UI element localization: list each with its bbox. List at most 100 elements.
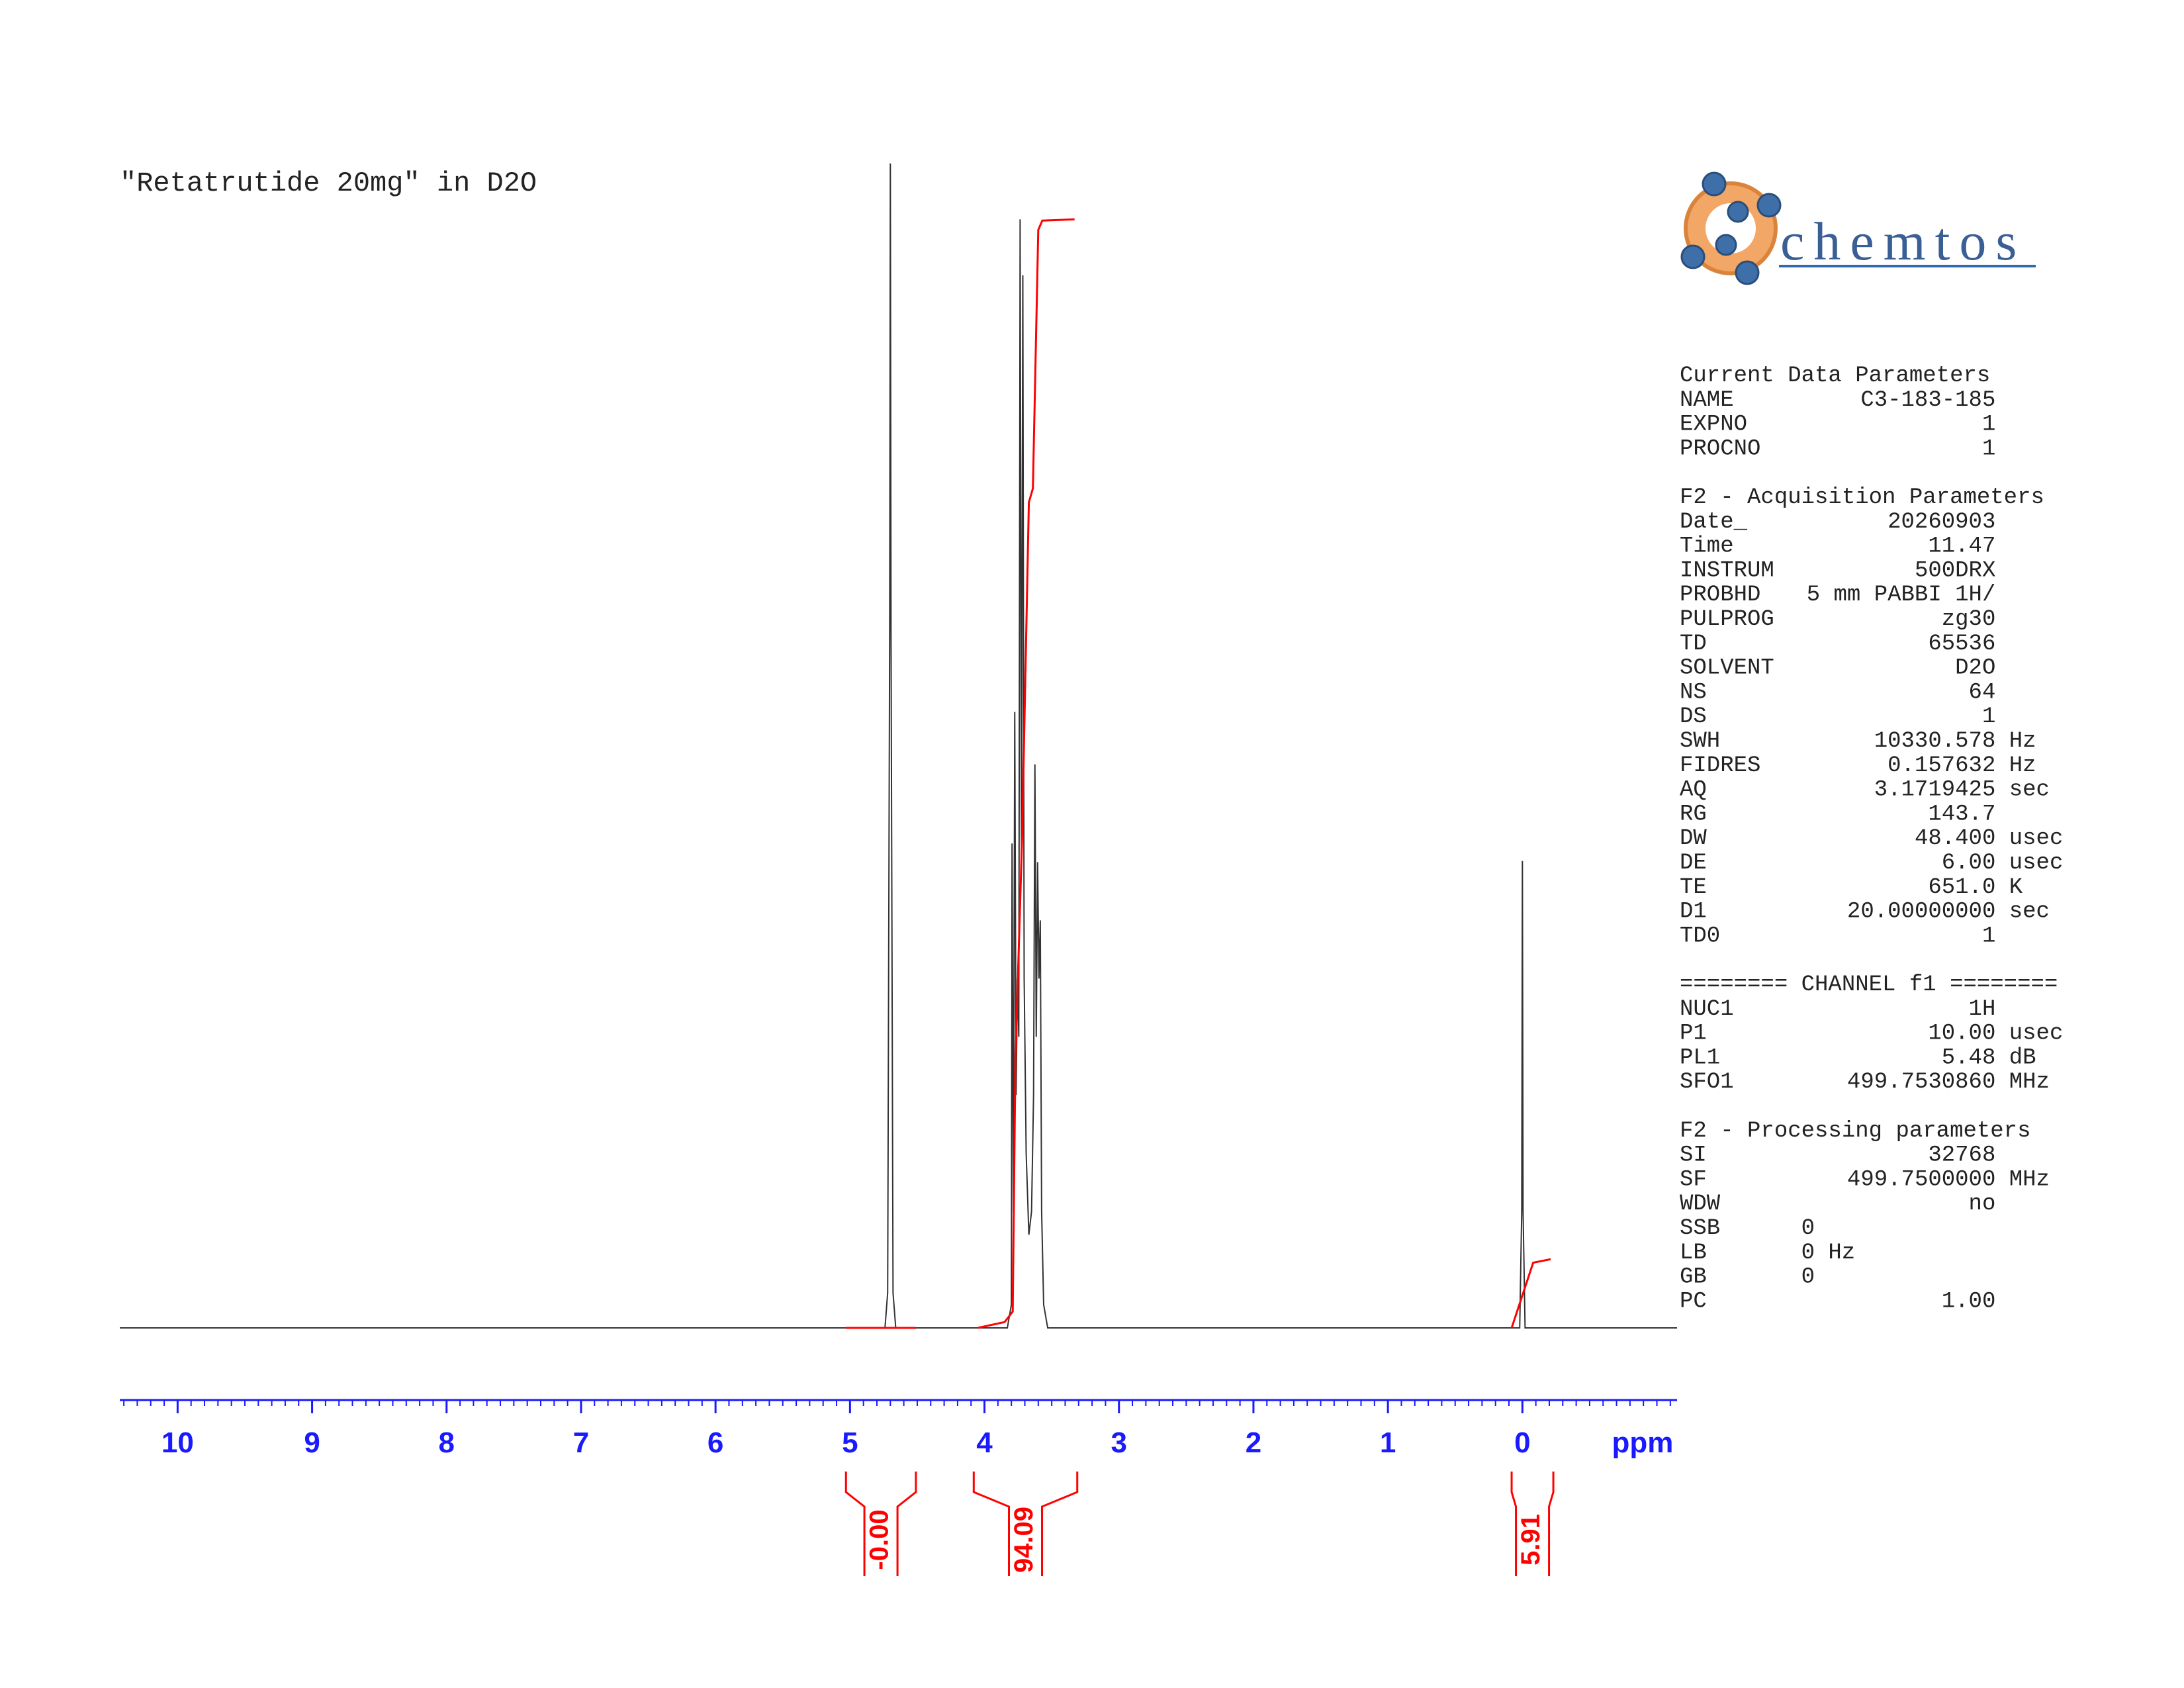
param-key: PROCNO xyxy=(1680,436,1760,461)
param-value: 500DRX xyxy=(1915,558,1995,583)
param-value: 1 xyxy=(1982,436,1995,461)
param-key: PROBHD xyxy=(1680,583,1760,608)
spectrum-line xyxy=(120,163,1677,1329)
integral-label: 5.91 xyxy=(1516,1514,1545,1566)
param-value: 6.00 xyxy=(1942,851,1996,876)
param-section-title: Current Data Parameters xyxy=(1680,363,1990,389)
param-unit: K xyxy=(2009,875,2023,900)
param-key: DE xyxy=(1680,851,1707,876)
param-unit: usec xyxy=(2009,826,2064,851)
param-value: 0 xyxy=(1801,1265,1815,1290)
param-value: zg30 xyxy=(1942,607,1996,632)
param-key: DS xyxy=(1680,704,1707,729)
param-key: Time xyxy=(1680,534,1734,559)
param-key: P1 xyxy=(1680,1021,1707,1047)
param-key: AQ xyxy=(1680,778,1707,803)
integral-curve xyxy=(1510,1258,1551,1329)
logo: chemtos xyxy=(1680,171,2036,285)
x-tick-label: 9 xyxy=(304,1427,320,1459)
logo-text: chemtos xyxy=(1780,211,2026,271)
param-key: NAME xyxy=(1680,388,1734,413)
param-value: 1H xyxy=(1969,997,1996,1022)
param-key: PL1 xyxy=(1680,1045,1720,1070)
param-key: NUC1 xyxy=(1680,997,1734,1022)
param-key: SI xyxy=(1680,1143,1707,1168)
integral-label: 94.09 xyxy=(1009,1507,1038,1573)
param-unit: sec xyxy=(2009,900,2050,925)
param-value: 0 xyxy=(1801,1241,1815,1266)
param-value: 499.7500000 xyxy=(1847,1167,1995,1192)
x-axis-label: ppm xyxy=(1612,1427,1674,1459)
integral-label: -0.00 xyxy=(865,1509,894,1570)
param-key: SWH xyxy=(1680,729,1720,754)
param-value: 64 xyxy=(1969,680,1996,705)
param-key: RG xyxy=(1680,802,1707,827)
param-key: GB xyxy=(1680,1265,1707,1290)
param-unit: Hz xyxy=(2009,753,2036,778)
param-value: 20.00000000 xyxy=(1847,900,1995,925)
param-unit: sec xyxy=(2009,778,2050,803)
param-value: 499.7530860 xyxy=(1847,1070,1995,1095)
param-value: 651.0 xyxy=(1928,875,1995,900)
integral-bracket xyxy=(972,1472,1079,1576)
integral-bracket xyxy=(844,1472,917,1576)
param-unit: Hz xyxy=(2009,729,2036,754)
param-unit: usec xyxy=(2009,851,2064,876)
x-tick-label: 6 xyxy=(707,1427,723,1459)
param-unit: MHz xyxy=(2009,1070,2050,1095)
param-key: SFO1 xyxy=(1680,1070,1734,1095)
logo-atoms xyxy=(1680,171,1782,285)
param-value: no xyxy=(1969,1192,1996,1217)
chart-title: "Retatrutide 20mg" in D2O xyxy=(120,167,537,199)
param-section-title: F2 - Acquisition Parameters xyxy=(1680,485,2044,510)
param-unit: Hz xyxy=(1828,1241,1855,1266)
param-value: 10.00 xyxy=(1928,1021,1995,1047)
param-value: 0.157632 xyxy=(1888,753,1995,778)
param-key: WDW xyxy=(1680,1192,1721,1217)
param-key: LB xyxy=(1680,1241,1707,1266)
param-value: 48.400 xyxy=(1915,826,1995,851)
param-value: 143.7 xyxy=(1928,802,1995,827)
param-value: 3.1719425 xyxy=(1874,778,1996,803)
param-key: TE xyxy=(1680,875,1707,900)
param-unit: usec xyxy=(2009,1021,2064,1047)
param-unit: MHz xyxy=(2009,1167,2050,1192)
param-value: 10330.578 xyxy=(1874,729,1996,754)
param-key: SOLVENT xyxy=(1680,656,1774,681)
x-tick-label: 5 xyxy=(842,1427,858,1459)
param-key: INSTRUM xyxy=(1680,558,1774,583)
param-value: D2O xyxy=(1955,656,1995,681)
x-tick-label: 1 xyxy=(1380,1427,1396,1459)
x-tick-label: 4 xyxy=(976,1427,993,1459)
x-tick-label: 10 xyxy=(161,1427,194,1459)
param-key: PC xyxy=(1680,1289,1707,1314)
param-value: 5 mm PABBI 1H/ xyxy=(1807,583,1996,608)
integral-bracket xyxy=(1510,1472,1555,1576)
param-value: 0 xyxy=(1801,1216,1815,1241)
param-key: TD0 xyxy=(1680,923,1720,949)
param-key: SF xyxy=(1680,1167,1707,1192)
param-value: 5.48 xyxy=(1942,1045,1996,1070)
param-unit: dB xyxy=(2009,1045,2036,1070)
param-key: FIDRES xyxy=(1680,753,1760,778)
param-key: EXPNO xyxy=(1680,412,1747,438)
x-tick-label: 0 xyxy=(1514,1427,1530,1459)
param-value: 1.00 xyxy=(1942,1289,1996,1314)
param-value: 11.47 xyxy=(1928,534,1995,559)
param-value: 65536 xyxy=(1928,632,1995,657)
param-key: DW xyxy=(1680,826,1707,851)
param-value: 20260903 xyxy=(1888,510,1995,535)
x-tick-label: 2 xyxy=(1246,1427,1261,1459)
param-section-title: F2 - Processing parameters xyxy=(1680,1119,2031,1144)
param-key: NS xyxy=(1680,680,1707,705)
param-value: 1 xyxy=(1982,704,1995,729)
param-section-title: ======== CHANNEL f1 ======== xyxy=(1680,972,2058,998)
param-value: 1 xyxy=(1982,412,1995,438)
param-key: Date_ xyxy=(1680,510,1748,535)
param-key: PULPROG xyxy=(1680,607,1774,632)
integral-curve xyxy=(978,218,1075,1329)
x-tick-label: 8 xyxy=(439,1427,455,1459)
